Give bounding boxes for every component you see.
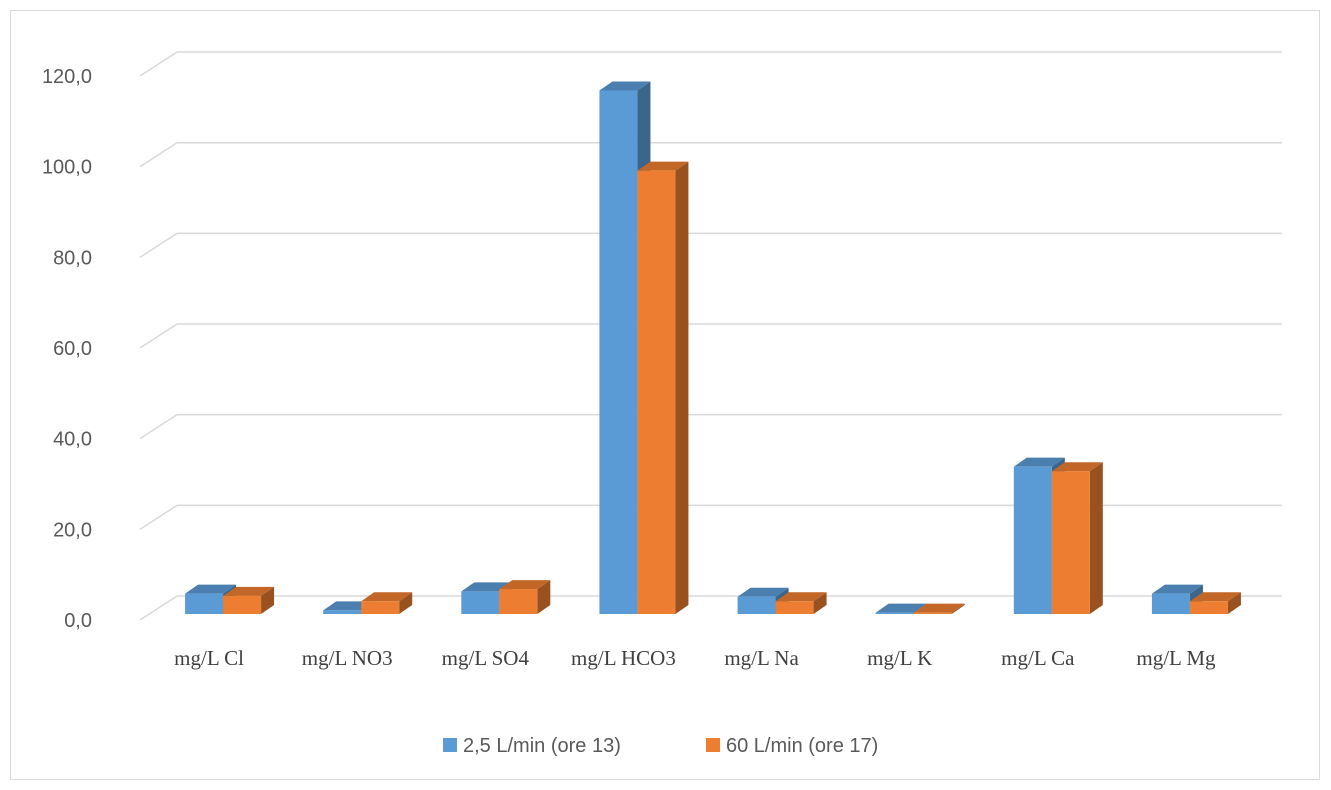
bar-front [185, 593, 224, 614]
legend-swatch [443, 738, 457, 752]
bar [223, 586, 275, 614]
bar-front [913, 612, 952, 614]
bar-top [1013, 457, 1065, 467]
bar [499, 580, 551, 614]
bar-top [223, 586, 275, 596]
bar-side [675, 161, 689, 614]
gridline-depth [139, 323, 178, 349]
gridline-depth [139, 142, 178, 168]
legend-item[interactable]: 2,5 L/min (ore 13) [443, 735, 621, 757]
legend-label: 2,5 L/min (ore 13) [463, 735, 621, 757]
bar-side [951, 603, 965, 614]
bar [913, 603, 965, 614]
x-tick-label: mg/L Mg [1136, 646, 1216, 670]
x-axis-ticks: mg/L Cl mg/L NO3 mg/L SO4 mg/L HCO3 mg/L Na m… [174, 646, 1216, 670]
bar-front [461, 591, 500, 614]
bar-front [637, 170, 676, 614]
bar-front [323, 610, 362, 614]
bar-side [813, 592, 827, 614]
x-tick-label: mg/L Ca [1001, 646, 1075, 670]
bar-side [537, 580, 551, 614]
bar [775, 592, 827, 614]
bar-side [1089, 462, 1103, 614]
bar-front [1189, 601, 1228, 614]
y-tick-label: 60,0 [53, 338, 92, 360]
bar-front [1051, 471, 1090, 614]
gridlines [139, 51, 1282, 621]
bar-front [875, 612, 914, 614]
bar-top [1051, 462, 1103, 472]
gridline-depth [139, 51, 178, 77]
bar [637, 161, 689, 614]
y-tick-label: 100,0 [42, 157, 92, 179]
bar-top [913, 603, 965, 613]
y-tick-label: 40,0 [53, 429, 92, 451]
bar-side [399, 592, 413, 614]
legend-label: 60 L/min (ore 17) [726, 735, 878, 757]
x-tick-label: mg/L SO4 [442, 646, 530, 670]
gridline-depth [139, 504, 178, 530]
bar-top [361, 592, 413, 602]
legend-item[interactable]: 60 L/min (ore 17) [706, 735, 878, 757]
gridline-depth [139, 232, 178, 258]
bars [185, 81, 1241, 615]
bar-front [1151, 593, 1190, 614]
bar-front [499, 589, 538, 614]
y-axis-ticks: 0,0 20,0 40,0 60,0 80,0 100,0 120,0 [42, 66, 92, 632]
x-tick-label: mg/L NO3 [302, 646, 393, 670]
bar [737, 587, 789, 614]
bar-top [775, 592, 827, 602]
x-tick-label: mg/L Na [724, 646, 799, 670]
bar-top [185, 584, 237, 594]
legend-swatch [706, 738, 720, 752]
legend[interactable]: 2,5 L/min (ore 13) 60 L/min (ore 17) [443, 735, 878, 757]
gridline-depth [139, 595, 178, 621]
bar-top [637, 161, 689, 171]
bar [1051, 462, 1103, 614]
bar-top [737, 587, 789, 597]
y-tick-label: 80,0 [53, 247, 92, 269]
bar [361, 592, 413, 614]
bar-front [361, 601, 400, 614]
bar-top [599, 81, 651, 91]
bar-front [737, 596, 776, 614]
bar [1189, 592, 1241, 614]
bar-front [1013, 466, 1052, 614]
x-tick-label: mg/L HCO3 [571, 646, 676, 670]
x-tick-label: mg/L K [867, 646, 932, 670]
bar-side [261, 586, 275, 614]
gridline-depth [139, 414, 178, 440]
bar-top [1151, 584, 1203, 594]
y-tick-label: 20,0 [53, 519, 92, 541]
bar-side [1227, 592, 1241, 614]
bar-top [875, 603, 927, 613]
bar-top [1189, 592, 1241, 602]
y-tick-label: 120,0 [42, 66, 92, 88]
bar-top [499, 580, 551, 590]
bar-front [223, 595, 262, 614]
y-tick-label: 0,0 [64, 610, 92, 632]
x-tick-label: mg/L Cl [174, 646, 244, 670]
bar-front [599, 90, 638, 615]
bar-front [775, 601, 814, 614]
